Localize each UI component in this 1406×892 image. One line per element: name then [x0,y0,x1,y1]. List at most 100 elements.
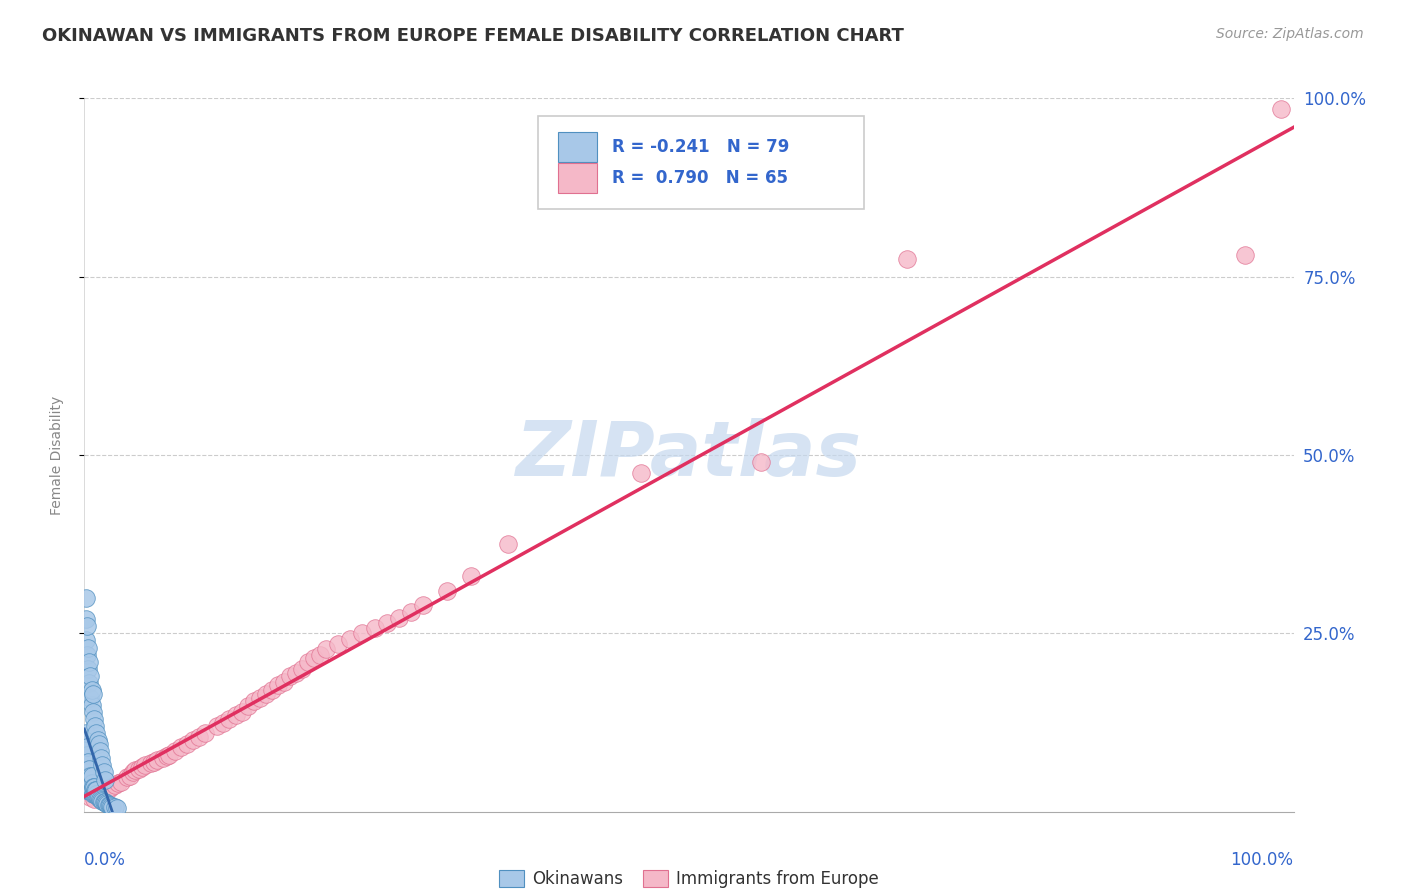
Point [76,769,98,783]
Point [278,669,301,683]
Point [121,765,143,780]
Point [75,733,97,747]
Point [83,787,105,801]
Point [83,780,105,794]
Point [896,252,918,266]
Point [77,762,100,776]
Point [412,598,434,612]
Point [302,651,325,665]
Point [236,699,259,714]
Point [77,769,100,783]
Point [751,455,773,469]
Point [77,776,100,790]
Point [139,756,162,771]
Point [77,655,100,669]
Text: 0.0%: 0.0% [84,851,127,869]
Point [80,769,103,783]
Point [84,783,107,797]
Point [388,610,411,624]
Point [79,783,101,797]
Point [100,780,122,794]
Point [328,637,350,651]
Point [399,605,422,619]
Point [218,712,240,726]
Point [105,801,128,815]
Point [80,776,103,790]
Point [75,776,97,790]
Point [80,783,103,797]
Point [170,740,193,755]
Point [75,755,97,769]
Point [273,674,295,689]
Point [94,772,117,787]
Point [124,764,146,778]
Point [93,765,115,780]
Point [83,792,105,806]
Point [89,744,111,758]
Text: OKINAWAN VS IMMIGRANTS FROM EUROPE FEMALE DISABILITY CORRELATION CHART: OKINAWAN VS IMMIGRANTS FROM EUROPE FEMAL… [42,27,904,45]
Point [76,740,98,755]
Point [94,796,117,810]
Text: ZIPatlas: ZIPatlas [516,418,862,491]
Point [89,792,111,806]
Point [86,733,108,747]
Point [1270,102,1292,116]
Point [76,776,98,790]
Point [207,719,229,733]
Point [82,780,104,794]
Point [146,753,169,767]
Point [90,751,112,765]
Point [297,655,319,669]
Point [75,612,97,626]
Point [77,640,100,655]
Point [77,662,100,676]
Point [101,799,124,814]
Point [94,783,117,797]
Point [76,783,98,797]
Point [86,787,108,801]
Point [77,676,100,690]
Point [76,755,98,769]
Text: R =  0.790   N = 65: R = 0.790 N = 65 [612,169,787,187]
Point [77,783,100,797]
Point [630,466,652,480]
Point [82,787,104,801]
Point [75,591,97,605]
Point [315,642,337,657]
Point [80,683,103,698]
Point [75,762,97,776]
Point [76,747,98,762]
Point [76,762,98,776]
Point [83,712,105,726]
Point [254,687,277,701]
Text: R = -0.241   N = 79: R = -0.241 N = 79 [612,137,789,155]
Point [225,708,247,723]
Point [75,740,97,755]
Point [104,778,127,792]
Bar [558,163,598,193]
Point [76,648,98,662]
Point [212,715,235,730]
Point [120,769,142,783]
Point [110,774,132,789]
Point [496,537,519,551]
Point [115,771,138,785]
Point [77,762,100,776]
Point [80,698,103,712]
Point [194,726,217,740]
Point [75,747,97,762]
Point [77,783,100,797]
Point [86,783,108,797]
Point [267,678,290,692]
Point [77,776,100,790]
Point [363,621,385,635]
Point [352,626,374,640]
Point [128,762,150,776]
Point [157,747,180,762]
Point [79,790,101,805]
Point [90,793,112,807]
Point [77,755,100,769]
Bar [558,132,598,161]
Point [79,669,101,683]
Point [165,744,187,758]
